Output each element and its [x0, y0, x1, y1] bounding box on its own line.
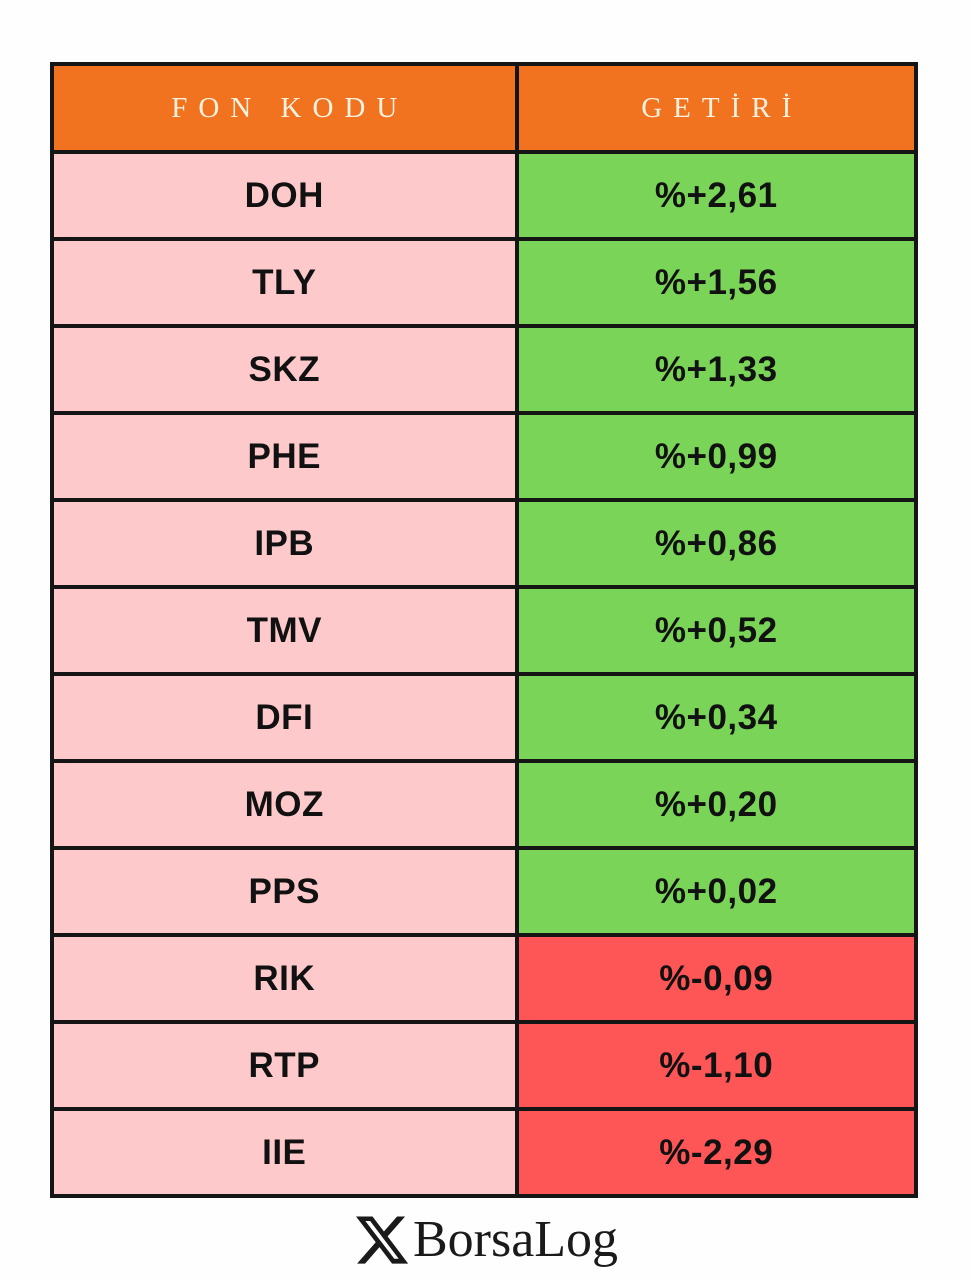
return-value-cell: %+1,56 [514, 241, 914, 324]
return-value-cell: %+0,52 [514, 589, 914, 672]
table-row: PHE %+0,99 [54, 411, 914, 498]
table-row: TLY %+1,56 [54, 237, 914, 324]
table-row: IPB %+0,86 [54, 498, 914, 585]
fund-code-cell: DOH [54, 154, 515, 237]
table-row: SKZ %+1,33 [54, 324, 914, 411]
return-value-cell: %+0,02 [514, 850, 914, 933]
return-value-cell: %+2,61 [514, 154, 914, 237]
table-row: DOH %+2,61 [54, 150, 914, 237]
footer-brand-logo: BorsaLog [0, 1200, 971, 1280]
table-row: PPS %+0,02 [54, 846, 914, 933]
fund-code-cell: DFI [54, 676, 515, 759]
return-value-cell: %-1,10 [514, 1024, 914, 1107]
fund-code-cell: SKZ [54, 328, 515, 411]
return-value-cell: %+1,33 [514, 328, 914, 411]
table-row: DFI %+0,34 [54, 672, 914, 759]
fund-code-cell: RIK [54, 937, 515, 1020]
fund-code-cell: TLY [54, 241, 515, 324]
fund-code-cell: IPB [54, 502, 515, 585]
fund-code-cell: IIE [54, 1111, 515, 1194]
header-getiri: GETİRİ [514, 66, 914, 150]
table-header-row: FON KODU GETİRİ [54, 66, 914, 150]
fund-code-cell: PHE [54, 415, 515, 498]
fund-code-cell: PPS [54, 850, 515, 933]
table-row: RIK %-0,09 [54, 933, 914, 1020]
fund-code-cell: MOZ [54, 763, 515, 846]
return-value-cell: %+0,86 [514, 502, 914, 585]
fund-returns-table: FON KODU GETİRİ DOH %+2,61 TLY %+1,56 SK… [50, 62, 918, 1198]
brand-name: BorsaLog [412, 1211, 619, 1268]
fund-code-cell: TMV [54, 589, 515, 672]
return-value-cell: %+0,99 [514, 415, 914, 498]
table-row: MOZ %+0,20 [54, 759, 914, 846]
header-fon-kodu: FON KODU [171, 91, 409, 124]
return-value-cell: %-0,09 [514, 937, 914, 1020]
fund-code-cell: RTP [54, 1024, 515, 1107]
x-logo-icon [355, 1216, 409, 1264]
table-row: RTP %-1,10 [54, 1020, 914, 1107]
return-value-cell: %-2,29 [514, 1111, 914, 1194]
table-row: IIE %-2,29 [54, 1107, 914, 1194]
return-value-cell: %+0,20 [514, 763, 914, 846]
return-value-cell: %+0,34 [514, 676, 914, 759]
table-row: TMV %+0,52 [54, 585, 914, 672]
